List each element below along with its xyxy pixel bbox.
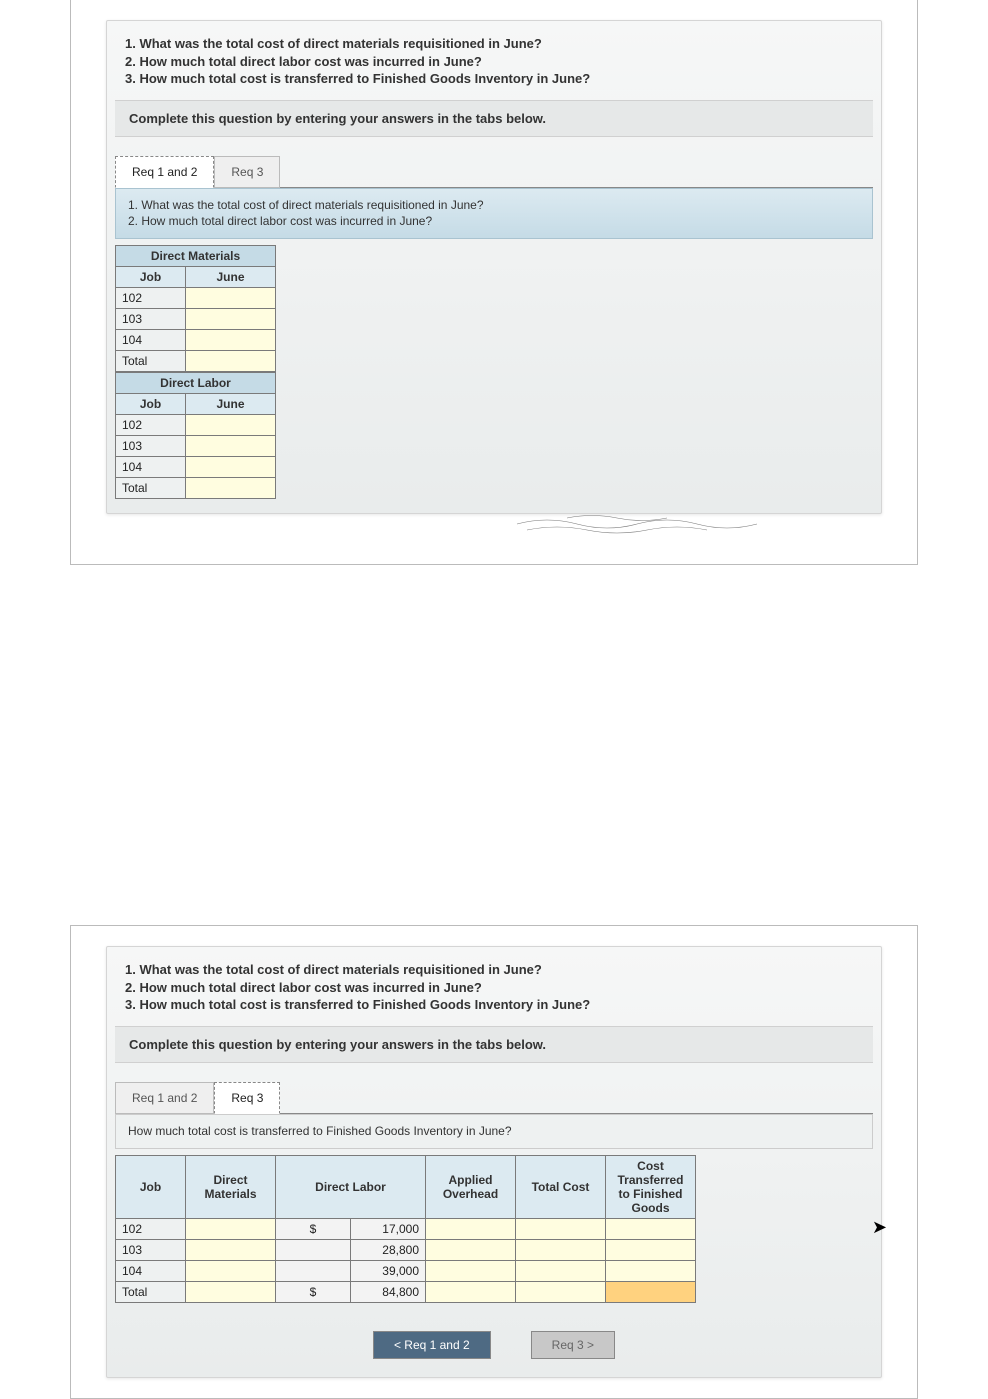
tab-row-1: Req 1 and 2 Req 3 [115,155,873,188]
sub-instruction-line-1: 1. What was the total cost of direct mat… [128,197,860,214]
question-3: 3. How much total cost is transferred to… [125,71,590,86]
direct-labor-table: Direct Labor Job June 102 103 104 Total [115,372,276,499]
dm-col-june: June [186,267,276,288]
question-2b: 2. How much total direct labor cost was … [125,980,482,995]
question-list-2: 1. What was the total cost of direct mat… [107,947,881,1026]
ct-ao-total[interactable] [426,1281,516,1302]
ct-col-dm: Direct Materials [186,1155,276,1218]
ct-ct-103[interactable] [606,1239,696,1260]
ct-col-tc: Total Cost [516,1155,606,1218]
question-card-2: 1. What was the total cost of direct mat… [106,946,882,1377]
page-gap [0,565,988,925]
next-button[interactable]: Req 3 > [531,1331,615,1359]
question-2: 2. How much total direct labor cost was … [125,54,482,69]
ct-ct-104[interactable] [606,1260,696,1281]
nav-row: < Req 1 and 2 Req 3 > [107,1317,881,1377]
ct-dm-102[interactable] [186,1218,276,1239]
tab-row-2: Req 1 and 2 Req 3 [115,1081,873,1114]
dl-title: Direct Labor [116,373,276,394]
dm-row-total: Total [116,351,186,372]
dl-input-104[interactable] [186,457,276,478]
tab-req-1-and-2-b[interactable]: Req 1 and 2 [115,1082,214,1114]
ct-col-job: Job [116,1155,186,1218]
ct-ct-total[interactable] [606,1281,696,1302]
tab-req-3[interactable]: Req 3 [214,156,280,188]
dl-input-102[interactable] [186,415,276,436]
ct-dl-103-sym [276,1239,351,1260]
complete-instruction: Complete this question by entering your … [115,100,873,137]
ct-dl-102: 17,000 [351,1218,426,1239]
dl-input-103[interactable] [186,436,276,457]
dm-title: Direct Materials [116,246,276,267]
noise-scribble [71,504,917,544]
question-card-1: 1. What was the total cost of direct mat… [106,20,882,514]
prev-button[interactable]: < Req 1 and 2 [373,1331,491,1359]
ct-ao-102[interactable] [426,1218,516,1239]
cost-transfer-table: Job Direct Materials Direct Labor Applie… [115,1155,696,1303]
ct-col-ao: Applied Overhead [426,1155,516,1218]
ct-col-ct: Cost Transferred to Finished Goods [606,1155,696,1218]
ct-dm-total[interactable] [186,1281,276,1302]
ct-tc-104[interactable] [516,1260,606,1281]
ct-dm-103[interactable] [186,1239,276,1260]
ct-row-102: 102 [116,1218,186,1239]
ct-ct-102[interactable] [606,1218,696,1239]
direct-materials-table: Direct Materials Job June 102 103 104 To… [115,245,276,372]
dm-row-104: 104 [116,330,186,351]
screenshot-frame-top: 1. What was the total cost of direct mat… [70,0,918,565]
ct-ao-104[interactable] [426,1260,516,1281]
dl-row-103: 103 [116,436,186,457]
sub-instruction-1: 1. What was the total cost of direct mat… [115,188,873,240]
cost-table-wrap: Job Direct Materials Direct Labor Applie… [115,1155,873,1303]
dm-input-102[interactable] [186,288,276,309]
ct-dl-104-sym [276,1260,351,1281]
ct-tc-total[interactable] [516,1281,606,1302]
ct-ao-103[interactable] [426,1239,516,1260]
cursor-icon: ➤ [872,1217,887,1238]
ct-tc-103[interactable] [516,1239,606,1260]
tables-wrap: Direct Materials Job June 102 103 104 To… [115,245,873,499]
tab-req-3-b[interactable]: Req 3 [214,1082,280,1114]
ct-dl-104: 39,000 [351,1260,426,1281]
dl-col-june: June [186,394,276,415]
dm-row-102: 102 [116,288,186,309]
complete-instruction-2: Complete this question by entering your … [115,1026,873,1063]
ct-dl-102-sym: $ [276,1218,351,1239]
screenshot-frame-bottom: 1. What was the total cost of direct mat… [70,925,918,1398]
dm-input-104[interactable] [186,330,276,351]
dl-col-job: Job [116,394,186,415]
sub-instruction-2: How much total cost is transferred to Fi… [115,1114,873,1149]
dm-input-103[interactable] [186,309,276,330]
ct-row-104: 104 [116,1260,186,1281]
dl-row-total: Total [116,478,186,499]
dm-col-job: Job [116,267,186,288]
ct-row-total: Total [116,1281,186,1302]
dm-row-103: 103 [116,309,186,330]
question-3b: 3. How much total cost is transferred to… [125,997,590,1012]
ct-dl-total-sym: $ [276,1281,351,1302]
dl-input-total[interactable] [186,478,276,499]
ct-dm-104[interactable] [186,1260,276,1281]
question-1b: 1. What was the total cost of direct mat… [125,962,542,977]
dl-row-102: 102 [116,415,186,436]
ct-dl-total: 84,800 [351,1281,426,1302]
question-list: 1. What was the total cost of direct mat… [107,21,881,100]
ct-row-103: 103 [116,1239,186,1260]
sub-instruction-line-2: 2. How much total direct labor cost was … [128,213,860,230]
question-1: 1. What was the total cost of direct mat… [125,36,542,51]
ct-col-dl: Direct Labor [276,1155,426,1218]
ct-dl-103: 28,800 [351,1239,426,1260]
dm-input-total[interactable] [186,351,276,372]
tab-req-1-and-2[interactable]: Req 1 and 2 [115,156,214,188]
dl-row-104: 104 [116,457,186,478]
ct-tc-102[interactable] [516,1218,606,1239]
